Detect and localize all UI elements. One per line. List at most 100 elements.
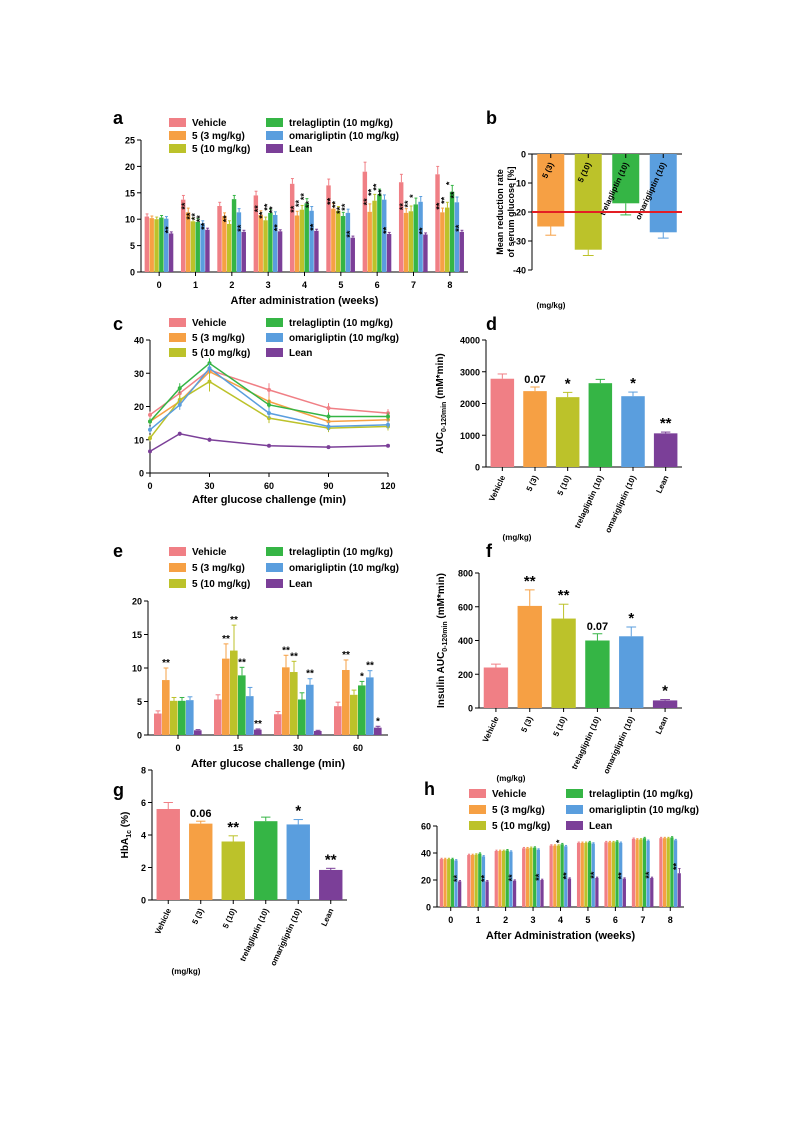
y-tick-label: 40 xyxy=(134,336,144,346)
unit-note: (mg/kg) xyxy=(537,301,566,310)
bar xyxy=(289,183,295,272)
significance-label: ** xyxy=(454,224,464,232)
y-tick-label: 0 xyxy=(475,463,480,473)
significance-label: ** xyxy=(534,873,544,881)
bar xyxy=(642,838,647,907)
legend-swatch xyxy=(266,333,283,342)
bar xyxy=(587,842,592,907)
series-line xyxy=(149,362,388,422)
y-tick-label: 2 xyxy=(141,863,146,873)
bar xyxy=(619,636,644,708)
bar xyxy=(413,204,418,272)
bar xyxy=(231,199,237,272)
significance-label: ** xyxy=(562,872,572,880)
x-tick-label: Lean xyxy=(654,715,670,736)
x-tick-label: 30 xyxy=(293,743,303,753)
data-point xyxy=(177,431,182,436)
legend-entry: Vehicle xyxy=(192,118,227,129)
bar xyxy=(156,809,180,900)
x-tick-label: 3 xyxy=(266,280,271,290)
bar xyxy=(635,839,639,907)
bar xyxy=(273,214,278,272)
bar xyxy=(567,878,572,907)
x-tick-label: 5 (10) xyxy=(221,907,238,930)
bar xyxy=(236,212,242,272)
legend-swatch xyxy=(469,789,486,798)
legend-entry: 5 (3 mg/kg) xyxy=(192,131,245,142)
legend-entry: Vehicle xyxy=(192,318,227,329)
significance-label: * xyxy=(408,194,418,198)
significance-label: ** xyxy=(306,669,314,680)
significance-label: * xyxy=(662,683,668,700)
bar xyxy=(263,220,268,272)
bar xyxy=(144,216,150,272)
bar xyxy=(553,845,557,907)
bar xyxy=(649,154,677,233)
bar xyxy=(189,823,213,900)
bar xyxy=(154,219,159,272)
bar xyxy=(478,853,482,907)
y-tick-label: -10 xyxy=(513,179,526,189)
bar xyxy=(185,212,191,272)
legend-entry: 5 (10 mg/kg) xyxy=(492,821,550,832)
significance-label: ** xyxy=(330,201,340,209)
significance-label: ** xyxy=(267,206,277,214)
bar xyxy=(595,877,599,907)
bar xyxy=(200,223,205,272)
bar xyxy=(454,860,458,907)
bar xyxy=(666,838,670,907)
data-point xyxy=(267,443,271,448)
bar xyxy=(226,223,232,272)
y-tick-label: 0 xyxy=(521,150,526,160)
bar xyxy=(164,218,169,272)
bar xyxy=(254,729,262,735)
y-axis-label: of serum glucose [%] xyxy=(506,166,516,257)
bar xyxy=(622,878,626,907)
legend-entry: 5 (10 mg/kg) xyxy=(192,144,250,155)
significance-label: ** xyxy=(367,188,377,196)
bar xyxy=(443,859,447,907)
unit-note: (mg/kg) xyxy=(172,967,201,976)
bar xyxy=(505,850,509,907)
y-tick-label: -40 xyxy=(513,266,526,276)
data-point xyxy=(326,406,331,411)
y-tick-label: 0 xyxy=(468,704,473,714)
x-tick-label: 4 xyxy=(558,915,563,925)
bar xyxy=(485,881,489,907)
bar xyxy=(170,700,178,735)
bar xyxy=(350,694,358,735)
legend-entry: 5 (3 mg/kg) xyxy=(492,805,545,816)
legend-swatch xyxy=(266,547,283,556)
bar xyxy=(366,677,374,735)
y-tick-label: 0 xyxy=(141,896,146,906)
x-tick-label: 6 xyxy=(613,915,618,925)
legend-swatch xyxy=(266,131,283,140)
bar xyxy=(611,842,615,907)
x-tick-label: 15 xyxy=(233,743,243,753)
bar xyxy=(377,194,382,272)
significance-label: ** xyxy=(452,875,462,883)
bar xyxy=(580,842,584,907)
significance-label: ** xyxy=(190,213,200,221)
significance-label: * xyxy=(630,375,636,392)
bar xyxy=(345,212,351,272)
significance-label: ** xyxy=(479,875,489,883)
bar xyxy=(619,842,623,907)
bar xyxy=(408,211,414,272)
significance-label: ** xyxy=(660,415,672,432)
x-tick-label: 1 xyxy=(476,915,481,925)
legend-swatch xyxy=(566,789,583,798)
bar xyxy=(190,221,196,272)
significance-label: 0.07 xyxy=(524,374,545,386)
y-tick-label: 2000 xyxy=(460,399,480,409)
panel-label: d xyxy=(486,314,497,334)
series-line xyxy=(149,369,389,416)
significance-label: ** xyxy=(180,202,190,210)
panel-label: f xyxy=(486,541,493,561)
legend-entry: omarigliptin (10 mg/kg) xyxy=(289,131,399,142)
x-tick-label: 60 xyxy=(353,743,363,753)
y-tick-label: 600 xyxy=(458,602,473,612)
x-tick-label: 0 xyxy=(175,743,180,753)
bar xyxy=(551,618,576,708)
bar xyxy=(367,211,372,272)
